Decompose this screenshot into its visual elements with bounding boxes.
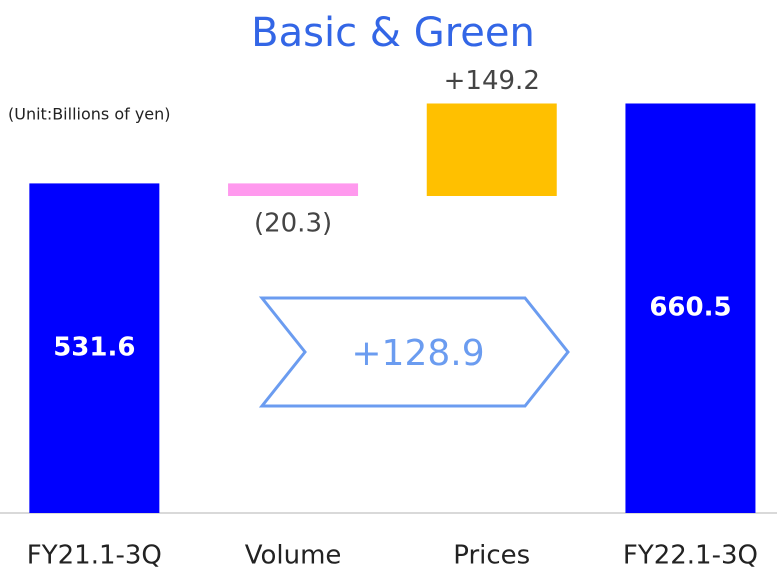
change-arrow [258,296,570,408]
bar [29,183,160,513]
value-label: 660.5 [649,293,731,323]
total-change: +128.9 [351,333,484,374]
bar [228,183,359,196]
x-tick-label: FY21.1-3Q [27,541,162,571]
bar [426,103,557,196]
bar [625,103,756,514]
value-label: (20.3) [254,208,332,238]
value-label: +149.2 [444,66,540,96]
x-tick-label: Prices [453,541,530,571]
x-tick-label: FY22.1-3Q [623,541,758,571]
unit-label: (Unit:Billions of yen) [8,105,171,124]
chart-title: Basic & Green [251,10,535,56]
value-label: 531.6 [53,333,135,363]
x-tick-label: Volume [245,541,342,571]
